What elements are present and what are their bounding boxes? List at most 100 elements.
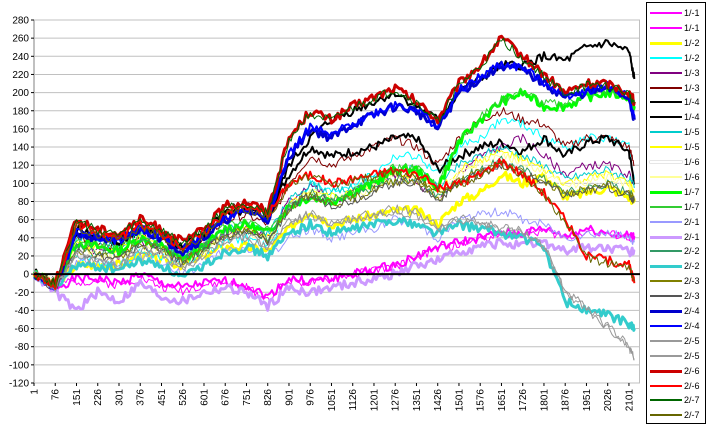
legend-label: 1/-4 — [684, 97, 700, 108]
legend-item: 1/-2 — [647, 36, 705, 50]
legend-swatch — [650, 161, 682, 163]
legend-swatch — [650, 414, 682, 417]
legend-item: 1/-7 — [647, 185, 705, 199]
x-tick-label: 601 — [199, 389, 210, 406]
y-tick-label: 140 — [12, 143, 29, 154]
legend-item: 2/-3 — [647, 289, 705, 303]
x-tick-label: 751 — [242, 389, 253, 406]
series-line — [33, 160, 635, 288]
legend-item: 1/-7 — [647, 200, 705, 214]
y-tick-label: -100 — [9, 360, 29, 371]
y-tick-label: 40 — [18, 233, 30, 244]
legend-label: 2/-1 — [684, 216, 700, 227]
x-tick-label: 2101 — [624, 389, 635, 412]
legend-item: 1/-2 — [647, 51, 705, 65]
x-tick-label: 1501 — [454, 389, 465, 412]
legend-label: 2/-7 — [684, 395, 700, 406]
series-line — [33, 62, 636, 290]
series-line — [33, 87, 635, 286]
legend-label: 2/-4 — [684, 306, 700, 316]
series-line — [33, 216, 636, 332]
legend-swatch — [650, 220, 682, 223]
x-tick-label: 1951 — [582, 389, 593, 412]
legend-item: 2/-2 — [647, 244, 705, 258]
legend-label: 1/-1 — [684, 8, 700, 18]
y-tick-label: 280 — [12, 16, 29, 27]
y-tick-label: -40 — [15, 306, 30, 317]
x-tick-label: 676 — [221, 389, 232, 406]
legend-swatch — [650, 26, 682, 29]
series-line — [33, 161, 635, 290]
legend-item: 2/-1 — [647, 230, 705, 244]
legend-item: 1/-6 — [647, 170, 705, 184]
legend-item: 2/-6 — [647, 364, 705, 378]
chart-svg: 280260240220200180160140120100806040200-… — [9, 16, 640, 412]
legend-item: 2/-7 — [647, 408, 705, 422]
legend-swatch — [650, 250, 682, 253]
legend-swatch — [650, 265, 682, 269]
legend-label: 1/-5 — [684, 127, 700, 138]
x-tick-label: 451 — [157, 389, 168, 406]
x-tick-label: 976 — [306, 389, 317, 406]
legend-swatch — [650, 235, 682, 239]
legend-swatch — [650, 354, 682, 357]
legend-swatch — [650, 280, 682, 283]
x-tick-label: 1726 — [518, 389, 529, 412]
x-tick-label: 2026 — [603, 389, 614, 412]
legend-label: 2/-6 — [684, 380, 700, 391]
legend-swatch — [650, 339, 682, 342]
x-tick-label: 1 — [30, 389, 41, 395]
y-tick-label: -60 — [15, 324, 30, 335]
legend-label: 1/-4 — [684, 112, 700, 123]
x-tick-label: 301 — [114, 389, 125, 406]
legend-swatch — [650, 384, 682, 387]
y-tick-label: 80 — [18, 197, 30, 208]
legend-label: 1/-6 — [684, 171, 700, 182]
legend-swatch — [650, 12, 682, 14]
legend-label: 1/-2 — [684, 37, 700, 48]
x-tick-label: 1801 — [539, 389, 550, 412]
legend-swatch — [650, 116, 682, 119]
legend-item: 2/-5 — [647, 349, 705, 363]
legend: 1/-1 1/-1 1/-2 1/-2 1/-3 1/-3 1/-4 1/-4 1/-5 1/-5… — [646, 2, 706, 424]
legend-label: 1/-2 — [684, 52, 700, 63]
y-tick-label: 220 — [12, 70, 29, 81]
series-line — [33, 37, 635, 288]
legend-swatch — [650, 399, 682, 402]
y-tick-label: 60 — [18, 215, 30, 226]
legend-swatch — [650, 295, 682, 298]
y-tick-label: 100 — [12, 179, 29, 190]
legend-item: 2/-1 — [647, 215, 705, 229]
x-tick-label: 226 — [93, 389, 104, 406]
legend-item: 1/-6 — [647, 155, 705, 169]
legend-swatch — [650, 324, 682, 327]
legend-item: 1/-4 — [647, 95, 705, 109]
legend-label: 1/-7 — [684, 201, 700, 212]
legend-label: 2/-7 — [684, 410, 700, 421]
y-tick-label: 180 — [12, 106, 29, 117]
x-tick-label: 1126 — [348, 389, 359, 411]
y-tick-label: 0 — [23, 270, 29, 281]
legend-swatch — [650, 86, 682, 89]
legend-label: 2/-4 — [684, 320, 700, 331]
series-line — [33, 210, 635, 361]
series-line — [33, 204, 635, 360]
x-tick-label: 151 — [72, 389, 83, 406]
x-tick-label: 901 — [284, 389, 295, 406]
legend-swatch — [650, 175, 682, 178]
legend-swatch — [650, 56, 682, 59]
legend-swatch — [650, 131, 682, 134]
legend-swatch — [650, 190, 682, 194]
x-tick-label: 1651 — [497, 389, 508, 412]
legend-item: 1/-1 — [647, 6, 705, 20]
legend-swatch — [650, 146, 682, 149]
y-tick-label: 20 — [18, 251, 30, 262]
series-line — [33, 160, 635, 289]
y-tick-label: 120 — [12, 161, 29, 172]
y-tick-label: 200 — [12, 88, 29, 99]
x-tick-label: 1876 — [561, 389, 572, 412]
legend-swatch — [650, 369, 682, 373]
legend-label: 2/-2 — [684, 246, 700, 257]
y-tick-label: 260 — [12, 34, 29, 45]
